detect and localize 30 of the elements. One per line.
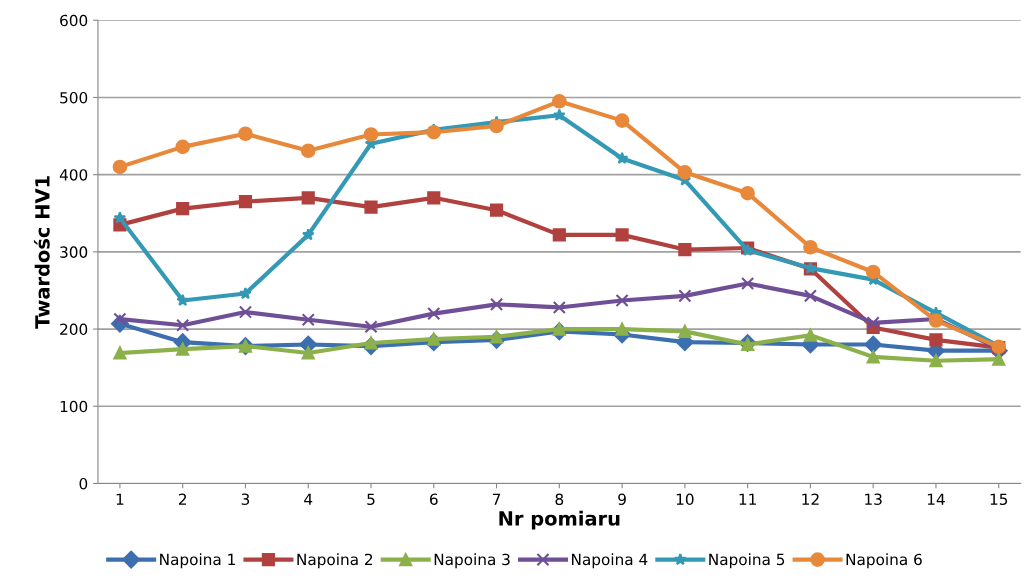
x-tick-label: 1 xyxy=(116,493,124,505)
x-tick-label: 2 xyxy=(178,493,187,505)
legend-label: Napoina 4 xyxy=(572,553,648,569)
x-tick-label: 6 xyxy=(429,493,438,506)
x-tick-label: 3 xyxy=(241,493,250,506)
legend-label: Napoina 3 xyxy=(434,553,510,569)
x-tick-label: 12 xyxy=(802,493,819,505)
y-tick-label: 500 xyxy=(60,91,88,104)
y-tick-label: 600 xyxy=(60,14,88,27)
x-axis-title: Nr pomiaru xyxy=(499,510,620,530)
y-axis-title: Twardośc HV1 xyxy=(33,176,50,329)
x-tick-label: 9 xyxy=(618,493,626,506)
y-tick-label: 200 xyxy=(60,323,88,336)
y-tick-label: 400 xyxy=(59,169,88,181)
x-tick-label: 5 xyxy=(367,493,375,506)
legend-label: Napoina 6 xyxy=(846,553,922,569)
x-tick-label: 8 xyxy=(555,493,564,506)
x-tick-label: 13 xyxy=(865,493,882,506)
x-tick-label: 15 xyxy=(990,493,1008,506)
x-tick-label: 11 xyxy=(739,493,756,505)
x-tick-label: 7 xyxy=(492,493,501,505)
x-tick-label: 10 xyxy=(676,493,694,506)
y-tick-label: 0 xyxy=(79,477,88,490)
y-tick-label: 100 xyxy=(60,400,88,413)
legend-label: Napoina 5 xyxy=(709,553,785,569)
x-tick-label: 4 xyxy=(304,493,313,505)
y-tick-label: 300 xyxy=(60,246,88,258)
legend-label: Napoina 2 xyxy=(297,553,373,569)
legend-label: Napoina 1 xyxy=(160,553,235,569)
x-tick-label: 14 xyxy=(927,493,945,505)
